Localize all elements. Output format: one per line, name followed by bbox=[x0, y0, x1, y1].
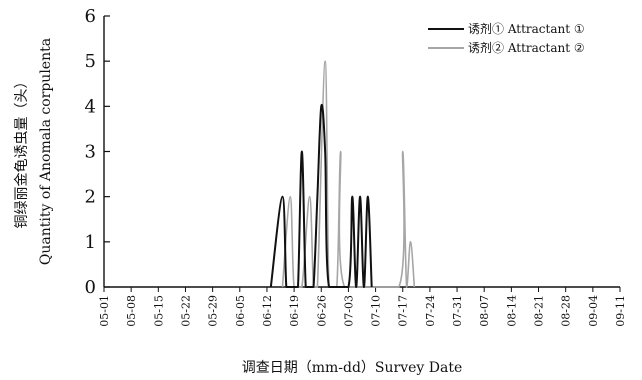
axes: 0 1 2 3 4 5 6 05-01 05-08 05-15 05-22 05-29 06-05 06-… bbox=[85, 6, 627, 327]
x-tick-label: 05-29 bbox=[207, 295, 220, 327]
series-line-attractant-1 bbox=[269, 103, 373, 288]
x-tick-label: 08-21 bbox=[533, 295, 546, 327]
x-tick-label: 09-04 bbox=[587, 295, 600, 327]
x-tick-label: 06-19 bbox=[288, 295, 301, 327]
x-tick-label: 05-15 bbox=[152, 295, 165, 327]
x-tick-label: 08-07 bbox=[478, 295, 491, 327]
x-tick-label: 07-31 bbox=[451, 295, 464, 327]
x-tick-label: 06-12 bbox=[261, 295, 274, 327]
series-layer bbox=[269, 60, 416, 288]
y-tick-label: 1 bbox=[85, 232, 96, 253]
x-tick-label: 07-24 bbox=[424, 295, 437, 327]
x-tick-label: 08-14 bbox=[505, 295, 518, 327]
y-tick-label: 0 bbox=[85, 277, 96, 298]
x-tick-label: 09-11 bbox=[614, 295, 627, 327]
legend-label-attractant-1: 诱剂① Attractant ① bbox=[468, 21, 585, 36]
y-tick-label: 5 bbox=[85, 51, 96, 72]
y-tick-label: 6 bbox=[85, 6, 96, 27]
x-tick-label: 07-10 bbox=[370, 295, 383, 327]
y-tick-label: 4 bbox=[85, 96, 96, 117]
x-tick-label: 05-01 bbox=[98, 295, 111, 327]
y-axis-label-cn: 铜绿丽金龟诱虫量（头） bbox=[14, 75, 30, 229]
series-line-attractant-2 bbox=[281, 60, 416, 288]
x-tick-label: 05-08 bbox=[125, 295, 138, 327]
x-tick-label: 07-03 bbox=[342, 295, 355, 327]
legend-label-attractant-2: 诱剂② Attractant ② bbox=[468, 40, 585, 55]
y-tick-label: 3 bbox=[85, 142, 96, 163]
x-tick-label: 06-26 bbox=[315, 295, 328, 327]
x-tick-label: 08-28 bbox=[560, 295, 573, 327]
y-tick-label: 2 bbox=[85, 187, 96, 208]
legend: 诱剂① Attractant ① 诱剂② Attractant ② bbox=[428, 21, 585, 55]
x-tick-label: 07-17 bbox=[397, 295, 410, 327]
x-tick-label: 05-22 bbox=[179, 295, 192, 327]
x-axis-label: 调查日期（mm-dd）Survey Date bbox=[242, 360, 463, 376]
x-tick-label: 06-05 bbox=[234, 295, 247, 327]
y-axis-label-en: Quantity of Anomala corpulenta bbox=[38, 38, 54, 265]
